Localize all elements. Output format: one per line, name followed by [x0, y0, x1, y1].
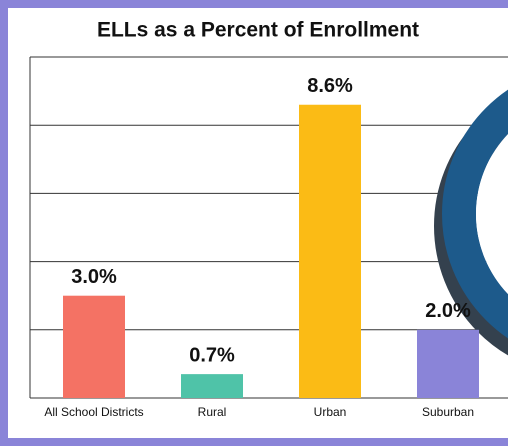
bar	[181, 374, 243, 398]
bar	[63, 295, 125, 398]
x-tick-label: Rural	[198, 405, 227, 419]
ring-inner	[476, 134, 508, 294]
data-label: 0.7%	[189, 344, 235, 366]
bar	[417, 329, 479, 398]
decoration-ring	[434, 89, 508, 356]
data-label: 8.6%	[307, 75, 353, 97]
ring	[442, 89, 508, 339]
x-tick-label: Suburban	[422, 405, 474, 419]
data-label: 2.0%	[425, 300, 471, 322]
x-tick-label: All School Districts	[44, 405, 143, 419]
bar	[299, 104, 361, 399]
x-tick-label: Urban	[314, 405, 347, 419]
chart-title: ELLs as a Percent of Enrollment	[97, 19, 419, 42]
data-label: 3.0%	[71, 266, 117, 288]
marks: 3.0% All School Districts 0.7% Rural 8.6% Urb…	[44, 75, 479, 419]
